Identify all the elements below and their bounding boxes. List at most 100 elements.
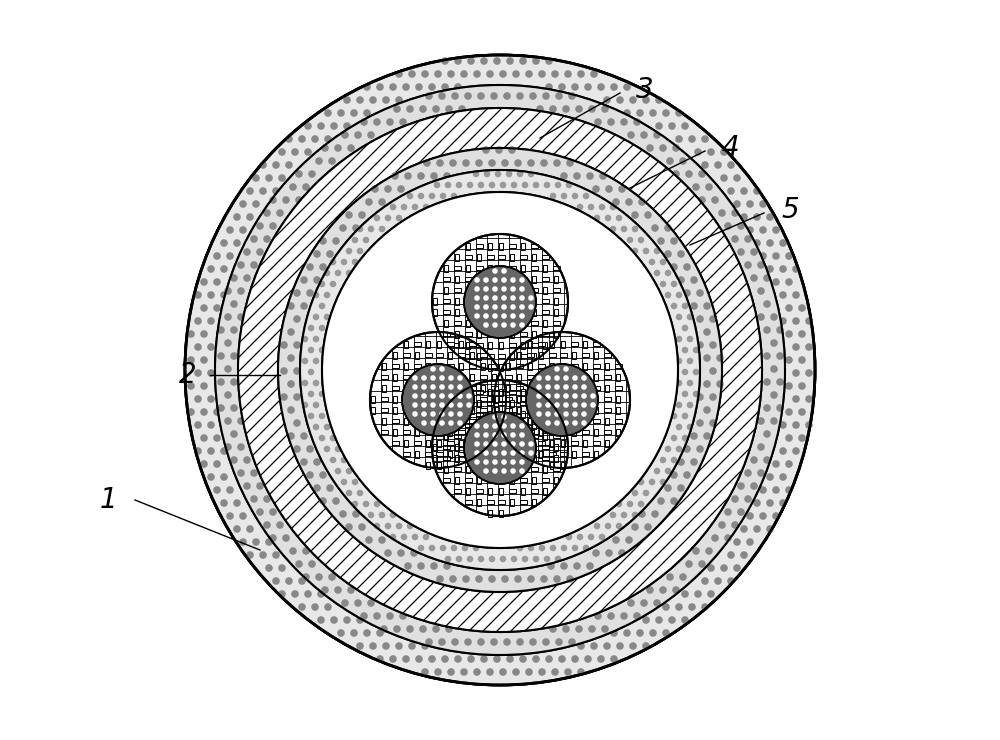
Circle shape xyxy=(696,445,704,453)
Bar xyxy=(426,385,430,391)
Circle shape xyxy=(445,105,453,112)
Circle shape xyxy=(649,629,657,637)
Circle shape xyxy=(601,625,609,633)
Circle shape xyxy=(528,295,534,300)
Circle shape xyxy=(711,196,719,204)
Bar xyxy=(582,430,588,434)
Bar xyxy=(393,428,397,436)
Circle shape xyxy=(492,278,498,283)
Circle shape xyxy=(443,562,451,570)
Circle shape xyxy=(757,287,765,295)
Circle shape xyxy=(308,413,314,420)
Bar xyxy=(487,500,494,504)
Circle shape xyxy=(295,560,303,568)
Circle shape xyxy=(690,458,698,465)
Bar xyxy=(433,443,437,451)
Circle shape xyxy=(300,170,700,570)
Circle shape xyxy=(785,356,793,364)
Circle shape xyxy=(676,380,682,386)
Bar xyxy=(465,401,472,405)
Circle shape xyxy=(194,343,202,351)
Circle shape xyxy=(590,642,598,650)
Circle shape xyxy=(705,184,713,191)
Bar xyxy=(517,395,521,403)
Bar xyxy=(572,428,576,436)
Circle shape xyxy=(779,239,787,247)
Circle shape xyxy=(280,341,288,349)
Bar xyxy=(583,340,587,348)
Circle shape xyxy=(483,286,489,292)
Circle shape xyxy=(687,314,693,320)
Circle shape xyxy=(473,545,479,551)
Circle shape xyxy=(473,668,481,676)
Circle shape xyxy=(278,174,286,182)
Circle shape xyxy=(779,292,787,299)
Circle shape xyxy=(554,411,560,417)
Circle shape xyxy=(510,460,516,465)
Circle shape xyxy=(440,192,446,199)
Circle shape xyxy=(636,629,644,637)
Circle shape xyxy=(597,655,605,663)
Circle shape xyxy=(632,248,638,255)
Circle shape xyxy=(688,603,696,610)
Circle shape xyxy=(313,250,321,258)
Circle shape xyxy=(319,325,325,332)
Bar xyxy=(455,400,459,406)
Bar xyxy=(605,385,609,391)
Circle shape xyxy=(483,460,489,465)
Circle shape xyxy=(397,185,405,193)
Bar xyxy=(509,489,516,493)
Circle shape xyxy=(365,198,373,206)
Circle shape xyxy=(233,213,241,221)
Bar xyxy=(616,406,620,414)
Circle shape xyxy=(259,187,267,195)
Bar xyxy=(455,254,459,260)
Circle shape xyxy=(528,450,534,456)
Circle shape xyxy=(501,423,507,428)
Bar xyxy=(476,489,483,493)
Circle shape xyxy=(207,343,215,351)
Circle shape xyxy=(692,184,700,191)
Circle shape xyxy=(545,420,551,425)
Circle shape xyxy=(276,521,284,529)
Bar xyxy=(614,386,622,390)
Circle shape xyxy=(536,403,542,408)
Bar xyxy=(530,434,538,438)
Circle shape xyxy=(561,192,567,199)
Circle shape xyxy=(187,408,195,416)
Circle shape xyxy=(572,545,578,551)
Circle shape xyxy=(621,511,627,518)
Circle shape xyxy=(287,302,295,310)
Bar xyxy=(521,286,525,294)
Bar xyxy=(539,406,543,414)
Circle shape xyxy=(233,239,241,247)
Circle shape xyxy=(449,159,457,166)
Circle shape xyxy=(495,171,501,178)
Circle shape xyxy=(703,329,711,336)
Bar xyxy=(509,266,516,270)
Circle shape xyxy=(770,417,778,425)
Circle shape xyxy=(324,269,330,276)
Bar xyxy=(437,340,441,348)
Circle shape xyxy=(529,638,537,646)
Circle shape xyxy=(718,521,726,529)
Circle shape xyxy=(374,522,380,529)
Circle shape xyxy=(701,603,709,610)
Circle shape xyxy=(503,638,511,646)
Bar xyxy=(443,278,450,280)
Circle shape xyxy=(785,486,793,494)
Circle shape xyxy=(237,469,245,477)
Circle shape xyxy=(408,642,416,650)
Bar xyxy=(436,452,443,456)
Circle shape xyxy=(492,295,498,300)
Circle shape xyxy=(250,469,258,477)
Circle shape xyxy=(419,105,427,112)
Bar xyxy=(548,397,556,401)
Bar xyxy=(480,353,487,357)
Circle shape xyxy=(317,616,325,624)
Circle shape xyxy=(243,482,251,490)
Circle shape xyxy=(483,313,489,319)
Circle shape xyxy=(304,591,312,598)
Bar xyxy=(492,406,496,414)
Bar xyxy=(592,364,600,368)
